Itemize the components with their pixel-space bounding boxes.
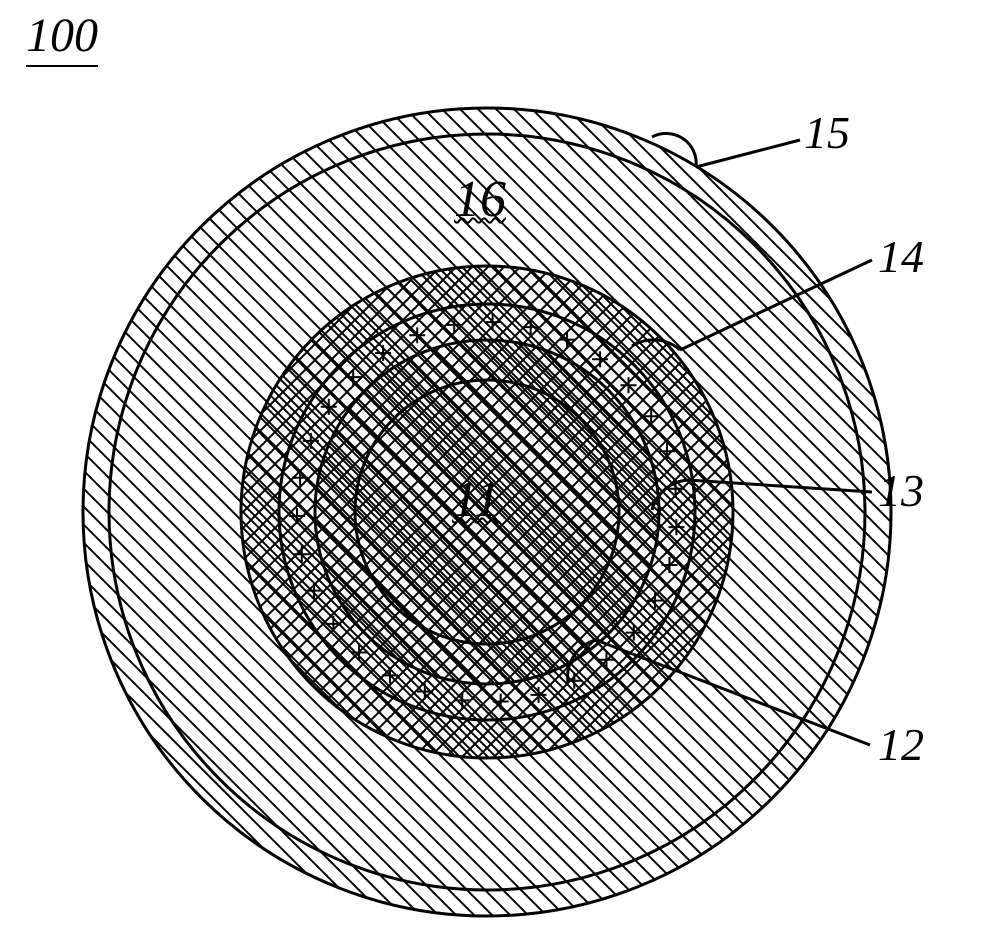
diagram-svg — [0, 0, 1000, 938]
diagram-stage: 100 11 16 12 13 14 15 — [0, 0, 1000, 938]
